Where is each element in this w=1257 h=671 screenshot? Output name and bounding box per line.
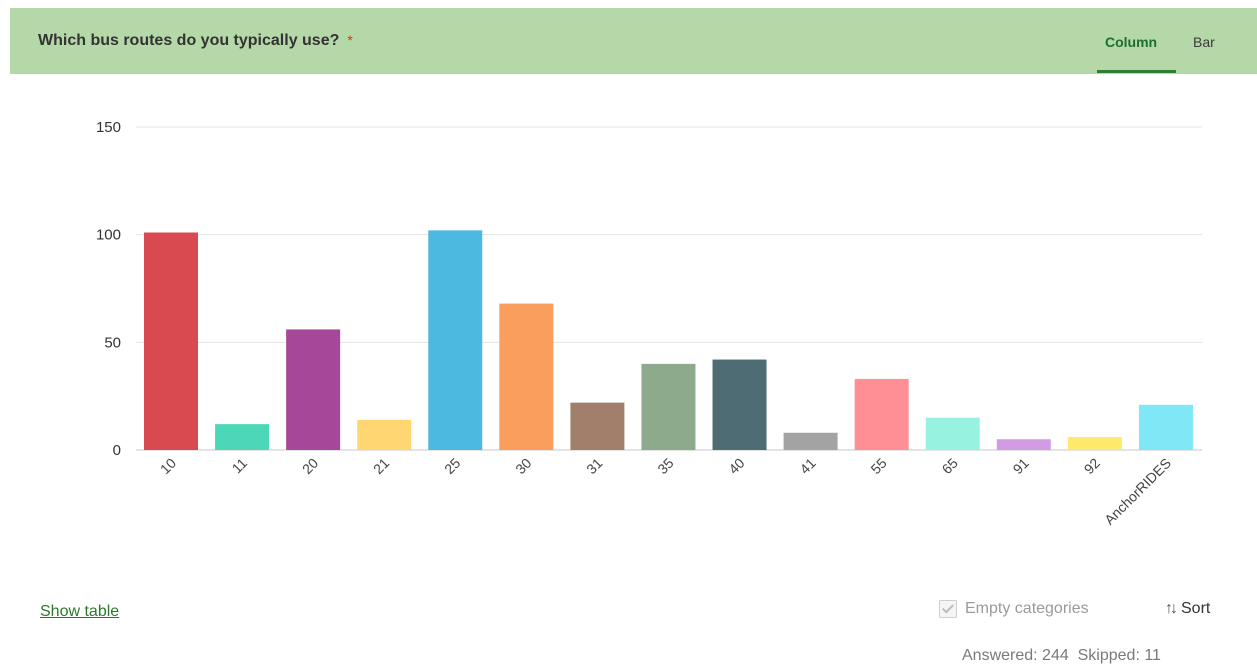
sort-icon: ↑↓: [1165, 600, 1178, 617]
active-tab-indicator: [1097, 70, 1176, 73]
checkbox-icon[interactable]: [939, 600, 957, 618]
sort-label: Sort: [1181, 600, 1211, 617]
required-mark: *: [347, 32, 353, 48]
skipped-count: Skipped: 11: [1077, 647, 1161, 664]
bar: [499, 303, 554, 450]
bar: [428, 230, 483, 450]
tab-bar[interactable]: Bar: [1193, 34, 1215, 50]
bar: [783, 432, 838, 450]
x-tick-label: 41: [796, 455, 818, 477]
question-text: Which bus routes do you typically use?: [38, 32, 340, 49]
x-tick-label: 30: [512, 455, 534, 477]
bar: [215, 424, 270, 450]
y-tick-label: 150: [96, 119, 121, 136]
x-tick-label: 35: [654, 455, 676, 477]
bar: [712, 359, 767, 450]
bar: [570, 402, 625, 450]
x-tick-label: 20: [299, 455, 321, 477]
x-tick-label: 31: [583, 455, 605, 477]
question-title: Which bus routes do you typically use? *: [38, 32, 353, 50]
bar: [1067, 437, 1122, 450]
y-tick-label: 0: [113, 442, 121, 459]
y-tick-label: 50: [104, 334, 121, 351]
bar: [144, 232, 198, 450]
x-tick-label: 92: [1081, 455, 1103, 477]
x-tick-label: 10: [157, 455, 179, 477]
x-tick-label: 91: [1010, 455, 1032, 477]
x-tick-label: 65: [939, 455, 961, 477]
x-tick-label: AnchorRIDES: [1101, 455, 1174, 528]
x-tick-label: 40: [725, 455, 747, 477]
bar: [286, 329, 341, 450]
empty-categories-toggle[interactable]: Empty categories: [939, 600, 1089, 618]
x-tick-label: 55: [867, 455, 889, 477]
sort-button[interactable]: ↑↓ Sort: [1165, 600, 1210, 618]
y-tick-label: 100: [96, 227, 121, 244]
show-table-link[interactable]: Show table: [40, 603, 120, 620]
empty-categories-label: Empty categories: [965, 600, 1089, 617]
question-header: Which bus routes do you typically use? * …: [10, 8, 1257, 74]
bar: [996, 439, 1051, 450]
column-chart: 0 50 100 150 10 11 20 21 25 30 31 35 40 41 55 65 91 92Anc…: [96, 119, 1202, 528]
bar: [641, 363, 696, 450]
bar: [854, 378, 909, 450]
tab-column[interactable]: Column: [1105, 34, 1158, 50]
bar: [1138, 404, 1193, 450]
answered-count: Answered: 244: [962, 647, 1069, 664]
x-tick-label: 25: [441, 455, 463, 477]
x-tick-label: 11: [229, 455, 251, 477]
bar: [925, 417, 980, 450]
bar: [357, 419, 412, 450]
x-tick-label: 21: [370, 455, 392, 477]
response-stats: Answered: 244 Skipped: 11: [962, 647, 1161, 665]
